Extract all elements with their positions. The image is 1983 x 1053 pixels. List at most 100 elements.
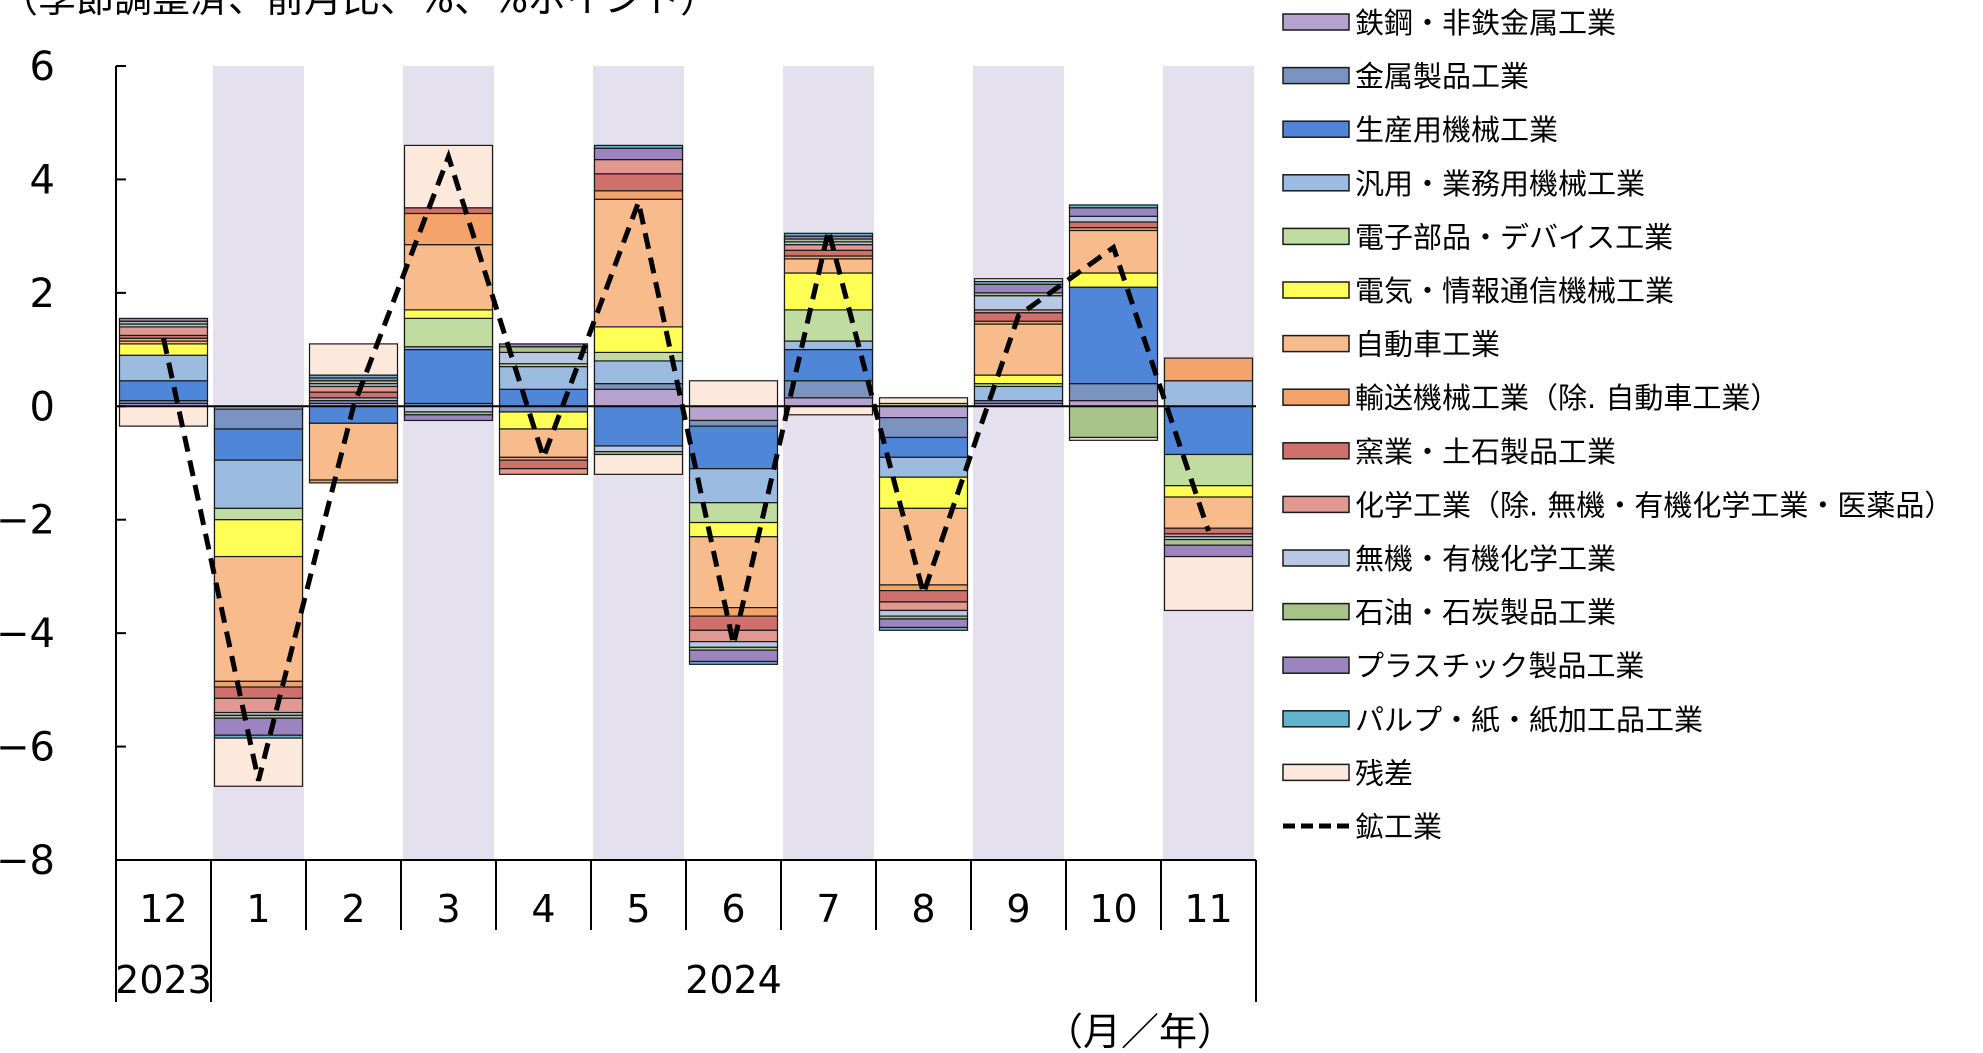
bar-segment-2-series-7 — [308, 479, 399, 484]
legend-swatch — [1282, 334, 1350, 353]
bar-segment-8-series-2 — [878, 436, 969, 458]
bar-segment-10-series-12 — [1068, 207, 1159, 217]
y-tick-label: −8 — [0, 838, 55, 884]
bar-segment-6-series-7 — [688, 607, 779, 617]
legend-label: プラスチック製品工業 — [1355, 649, 1644, 683]
bar-segment-11-series-12 — [1163, 544, 1254, 558]
bar-segment-6-series-13 — [688, 660, 779, 665]
bar-segment-11-series-7 — [1163, 357, 1254, 382]
bar-segment-7-series-14 — [783, 405, 874, 416]
bar-segment-6-series-8 — [688, 615, 779, 631]
bar-segment-4-series-6 — [498, 428, 589, 458]
bar-segment-1-series-1 — [213, 408, 304, 430]
y-tick-label: 6 — [30, 44, 55, 90]
bar-segment-8-series-0 — [878, 405, 969, 419]
bar-segment-10-series-13 — [1068, 204, 1159, 209]
bar-segment-6-series-1 — [688, 419, 779, 427]
bar-segment-11-series-14 — [1163, 555, 1254, 612]
bar-segment-12-series-12 — [118, 317, 209, 322]
bar-segment-5-series-14 — [593, 453, 684, 475]
legend-swatch — [1282, 602, 1350, 621]
legend-swatch — [1282, 388, 1350, 406]
bar-segment-5-series-1 — [593, 383, 684, 390]
legend-swatch — [1282, 763, 1350, 782]
legend-swatch — [1282, 442, 1350, 460]
bar-segment-9-series-5 — [973, 374, 1064, 385]
y-tick-label: 0 — [30, 384, 55, 430]
bar-segment-11-series-2 — [1163, 405, 1254, 456]
year-label: 2023 — [115, 958, 212, 1002]
legend-swatch — [1282, 227, 1350, 246]
bar-segment-4-series-11 — [498, 346, 589, 354]
bar-segment-5-series-12 — [593, 147, 684, 161]
bar-segment-2-series-8 — [308, 391, 399, 399]
bar-segment-10-series-1 — [1068, 383, 1159, 402]
x-tick-label: 6 — [721, 887, 745, 931]
bar-segment-7-series-6 — [783, 258, 874, 274]
legend-label: 鉱工業 — [1355, 810, 1442, 844]
bar-segment-2-series-9 — [308, 385, 399, 393]
legend-label: 金属製品工業 — [1355, 60, 1529, 94]
bar-segment-8-series-6 — [878, 507, 969, 586]
legend-label: 汎用・業務用機械工業 — [1355, 167, 1645, 201]
bar-segment-4-series-9 — [498, 468, 589, 475]
bar-segment-7-series-5 — [783, 272, 874, 311]
legend-swatch — [1282, 13, 1350, 31]
bar-segment-6-series-6 — [688, 536, 779, 609]
bar-segment-8-series-12 — [878, 618, 969, 629]
bar-segment-6-series-12 — [688, 649, 779, 663]
legend-label: 電子部品・デバイス工業 — [1355, 220, 1673, 254]
legend-swatch — [1282, 174, 1350, 192]
bar-segment-9-series-6 — [973, 323, 1064, 376]
bar-segment-5-series-2 — [593, 405, 684, 447]
legend-label: パルプ・紙・紙加工品工業 — [1355, 703, 1703, 737]
bar-segment-10-series-10 — [1068, 215, 1159, 223]
bar-segment-8-series-1 — [878, 417, 969, 439]
bar-segment-7-series-9 — [783, 244, 874, 251]
y-tick-label: 2 — [30, 271, 55, 317]
bar-segment-2-series-14 — [308, 343, 399, 376]
bar-segment-1-series-6 — [213, 555, 304, 682]
bar-segment-5-series-13 — [593, 144, 684, 149]
bar-segment-11-series-11 — [1163, 538, 1254, 546]
legend-swatch — [1282, 549, 1350, 567]
chart-subtitle: （季節調整済、前月比、%、%ポイント） — [0, 0, 718, 23]
bar-segment-1-series-5 — [213, 519, 304, 558]
bar-segment-2-series-6 — [308, 422, 399, 481]
x-tick-label: 1 — [246, 887, 270, 931]
legend-swatch — [1282, 66, 1350, 85]
total-line-series — [161, 149, 1211, 782]
bar-segment-3-series-5 — [403, 309, 494, 319]
bar-segment-8-series-13 — [878, 626, 969, 631]
bar-segment-5-series-10 — [593, 445, 684, 453]
bar-segment-7-series-4 — [783, 309, 874, 342]
bar-segment-11-series-5 — [1163, 485, 1254, 498]
legend-label: 鉄鋼・非鉄金属工業 — [1355, 6, 1616, 40]
x-tick-label: 4 — [531, 887, 555, 931]
legend-label: 輸送機械工業（除. 自動車工業） — [1355, 381, 1779, 415]
bar-segment-1-series-9 — [213, 697, 304, 714]
x-tick-label: 8 — [911, 887, 935, 931]
bar-segment-6-series-14 — [688, 380, 779, 407]
legend-label: 生産用機械工業 — [1355, 113, 1558, 147]
bar-segment-1-series-8 — [213, 686, 304, 699]
bar-segment-5-series-7 — [593, 190, 684, 200]
bar-segment-9-series-10 — [973, 295, 1064, 311]
bar-segment-12-series-2 — [118, 380, 209, 402]
bar-segment-8-series-8 — [878, 590, 969, 603]
bar-segment-1-series-12 — [213, 717, 304, 736]
legend-label: 窯業・土石製品工業 — [1355, 435, 1616, 469]
stacked-bars — [118, 144, 1254, 787]
shaded-column-9 — [973, 66, 1064, 860]
bar-segment-3-series-12 — [403, 414, 494, 422]
bar-segment-6-series-10 — [688, 641, 779, 648]
legend-swatch — [1282, 120, 1350, 138]
legend-label: 石油・石炭製品工業 — [1355, 596, 1616, 630]
bar-segment-8-series-14 — [878, 397, 969, 405]
legend-swatch — [1282, 656, 1350, 674]
bar-segment-3-series-8 — [403, 207, 494, 215]
x-axis-unit-label: （月／年） — [1045, 1010, 1235, 1053]
legend-label: 無機・有機化学工業 — [1355, 542, 1616, 576]
bar-segment-12-series-3 — [118, 354, 209, 382]
